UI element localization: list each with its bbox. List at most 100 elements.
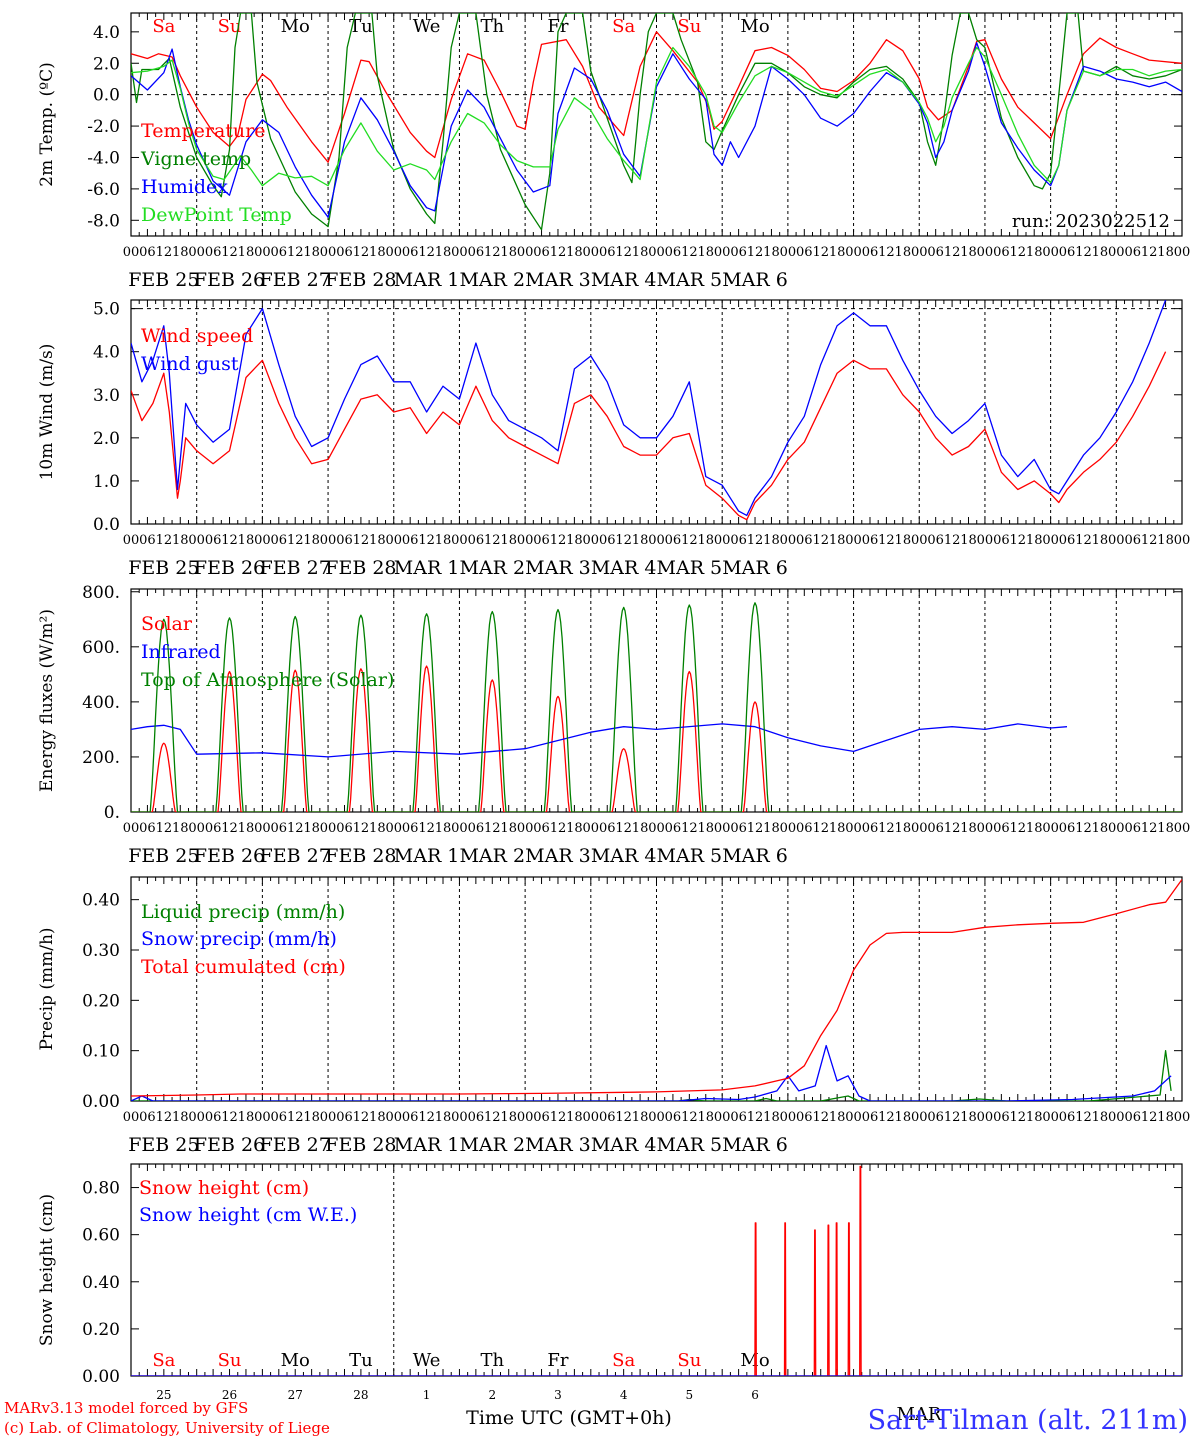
svg-text:06: 06 <box>665 245 682 260</box>
y-tick-label: 0.20 <box>82 1320 120 1340</box>
svg-text:18: 18 <box>500 533 517 548</box>
svg-text:FEB 28: FEB 28 <box>325 269 396 291</box>
svg-text:06: 06 <box>533 533 550 548</box>
svg-text:12: 12 <box>944 533 961 548</box>
svg-text:18: 18 <box>1092 533 1109 548</box>
svg-text:00: 00 <box>1108 1110 1125 1125</box>
svg-text:06: 06 <box>993 821 1010 836</box>
svg-text:00: 00 <box>780 1110 797 1125</box>
svg-text:18: 18 <box>238 245 255 260</box>
svg-text:27: 27 <box>288 1388 303 1402</box>
svg-text:00: 00 <box>911 1110 928 1125</box>
svg-text:00: 00 <box>188 1110 205 1125</box>
svg-text:12: 12 <box>944 821 961 836</box>
x-ticks <box>130 589 1183 812</box>
svg-text:00: 00 <box>1108 245 1125 260</box>
svg-text:We: We <box>413 1350 441 1371</box>
svg-text:FEB 25: FEB 25 <box>128 269 199 291</box>
svg-text:12: 12 <box>418 533 435 548</box>
svg-text:00: 00 <box>714 245 731 260</box>
svg-text:18: 18 <box>960 821 977 836</box>
day-separators <box>196 877 1117 1101</box>
svg-text:12: 12 <box>156 1110 173 1125</box>
svg-text:18: 18 <box>697 821 714 836</box>
svg-text:5: 5 <box>686 1388 694 1402</box>
svg-text:FEB 26: FEB 26 <box>194 1134 265 1156</box>
svg-text:06: 06 <box>468 1110 485 1125</box>
svg-text:18: 18 <box>1157 245 1174 260</box>
svg-text:12: 12 <box>812 533 829 548</box>
svg-text:06: 06 <box>927 1110 944 1125</box>
series-line-humidex <box>131 42 1182 218</box>
y-tick-label: 800. <box>82 583 120 603</box>
svg-text:18: 18 <box>960 533 977 548</box>
svg-text:00: 00 <box>123 821 140 836</box>
hour-labels: 00 06 12 18 00 06 12 18 00 06 12 18 00 06 12 18 00 06 12 18… <box>123 245 1191 260</box>
svg-text:18: 18 <box>435 533 452 548</box>
svg-text:00: 00 <box>385 1110 402 1125</box>
svg-text:MAR 1: MAR 1 <box>394 1134 460 1156</box>
svg-text:06: 06 <box>730 821 747 836</box>
svg-text:MAR 3: MAR 3 <box>525 845 591 867</box>
svg-text:FEB 26: FEB 26 <box>194 557 265 579</box>
y-tick-label: 0.0 <box>93 515 120 535</box>
station-label: Sart-Tilman (alt. 211m) <box>868 1405 1188 1436</box>
svg-text:00: 00 <box>188 245 205 260</box>
svg-text:06: 06 <box>468 245 485 260</box>
svg-text:00: 00 <box>714 821 731 836</box>
svg-text:12: 12 <box>812 245 829 260</box>
y-tick-label: 2.0 <box>93 54 120 74</box>
svg-text:06: 06 <box>1059 245 1076 260</box>
svg-text:FEB 27: FEB 27 <box>260 1134 331 1156</box>
svg-text:18: 18 <box>172 1110 189 1125</box>
svg-text:00: 00 <box>123 245 140 260</box>
svg-text:00: 00 <box>254 821 271 836</box>
svg-text:00: 00 <box>648 245 665 260</box>
svg-text:12: 12 <box>484 821 501 836</box>
svg-text:MAR 6: MAR 6 <box>722 1134 788 1156</box>
svg-text:06: 06 <box>665 1110 682 1125</box>
svg-text:06: 06 <box>402 245 419 260</box>
svg-text:12: 12 <box>221 533 238 548</box>
svg-text:18: 18 <box>303 821 320 836</box>
svg-text:00: 00 <box>1042 245 1059 260</box>
svg-text:MAR 1: MAR 1 <box>394 269 460 291</box>
svg-text:00: 00 <box>977 245 994 260</box>
svg-text:FEB 25: FEB 25 <box>128 1134 199 1156</box>
svg-text:18: 18 <box>895 1110 912 1125</box>
series-line-wind-gust <box>131 300 1167 517</box>
svg-text:FEB 28: FEB 28 <box>325 845 396 867</box>
plot-frame <box>130 588 1183 813</box>
svg-text:00: 00 <box>911 821 928 836</box>
svg-text:18: 18 <box>895 245 912 260</box>
svg-text:00: 00 <box>911 533 928 548</box>
svg-text:06: 06 <box>139 245 156 260</box>
svg-text:12: 12 <box>681 821 698 836</box>
svg-text:12: 12 <box>353 245 370 260</box>
svg-text:00: 00 <box>780 245 797 260</box>
svg-text:06: 06 <box>139 1110 156 1125</box>
svg-text:12: 12 <box>1141 1110 1158 1125</box>
svg-text:00: 00 <box>583 821 600 836</box>
svg-text:06: 06 <box>665 533 682 548</box>
y-tick-label: -6.0 <box>87 180 120 200</box>
svg-text:25: 25 <box>156 1388 171 1402</box>
svg-text:18: 18 <box>369 1110 386 1125</box>
svg-text:06: 06 <box>796 821 813 836</box>
svg-text:12: 12 <box>878 821 895 836</box>
svg-text:12: 12 <box>1010 1110 1027 1125</box>
svg-text:18: 18 <box>238 533 255 548</box>
svg-text:Su: Su <box>677 16 701 37</box>
svg-text:12: 12 <box>1010 533 1027 548</box>
svg-text:12: 12 <box>1075 821 1092 836</box>
svg-text:12: 12 <box>156 245 173 260</box>
svg-text:18: 18 <box>369 533 386 548</box>
svg-text:12: 12 <box>681 245 698 260</box>
svg-text:00: 00 <box>583 533 600 548</box>
day-separators <box>196 300 1117 524</box>
hour-labels: 00 06 12 18 00 06 12 18 00 06 12 18 00 06 12 18 00 06 12 18… <box>123 1110 1191 1125</box>
svg-text:06: 06 <box>402 533 419 548</box>
svg-text:06: 06 <box>468 821 485 836</box>
svg-text:12: 12 <box>287 1110 304 1125</box>
